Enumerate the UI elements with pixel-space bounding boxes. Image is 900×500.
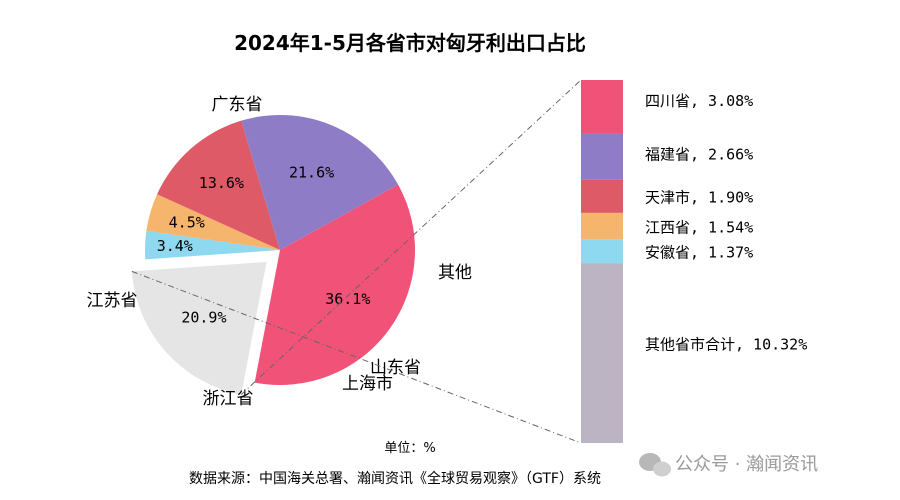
pie-chart: 36.1% 广东省 20.9% 其他 3.4% 山东省 4.5% 上海市 13.6% 浙江省 21.…: [87, 95, 473, 409]
connector-bottom: [131, 270, 582, 444]
chart-title: 2024年1-5月各省市对匈牙利出口占比: [234, 31, 586, 55]
wechat-icon: [639, 453, 671, 477]
bar-segment-1: [581, 133, 623, 180]
pie-bar-connectors: [131, 79, 582, 444]
pie-slice-1: [131, 261, 267, 395]
pie-slice-5: [241, 115, 399, 251]
pie-slice-3: [146, 194, 280, 250]
pie-slice-pct-4: 13.6%: [199, 174, 244, 192]
pie-slice-4: [157, 120, 280, 250]
watermark-text: 公众号 · 瀚闻资讯: [675, 454, 818, 475]
pie-slice-name-1: 其他: [438, 263, 472, 283]
pie-slice-name-4: 浙江省: [203, 389, 254, 409]
bar-segment-2: [581, 179, 623, 213]
bar-segment-label-0: 四川省, 3.08%: [645, 92, 753, 110]
bar-segment-label-2: 天津市, 1.90%: [645, 188, 753, 206]
bar-segment-label-5: 其他省市合计, 10.32%: [645, 335, 807, 353]
watermark: 公众号 · 瀚闻资讯: [639, 453, 818, 477]
pie-slice-pct-5: 21.6%: [289, 163, 334, 181]
bar-segment-label-3: 江西省, 1.54%: [645, 218, 753, 236]
pie-slice-pct-3: 4.5%: [169, 214, 205, 232]
pie-slice-pct-0: 36.1%: [325, 290, 370, 308]
unit-label: 单位：%: [384, 441, 435, 456]
pie-slice-2: [145, 230, 280, 260]
bar-segment-0: [581, 80, 623, 134]
pie-slice-pct-2: 3.4%: [157, 237, 193, 255]
pie-slice-pct-1: 20.9%: [181, 309, 226, 327]
pie-slice-name-5: 江苏省: [87, 291, 138, 311]
bar-segment-3: [581, 212, 623, 240]
bar-segment-label-1: 福建省, 2.66%: [645, 146, 753, 164]
bar-segment-5: [581, 263, 623, 443]
pie-slice-name-0: 广东省: [212, 95, 263, 115]
bar-segment-label-4: 安徽省, 1.37%: [645, 244, 753, 262]
pie-slice-0: [254, 184, 415, 385]
pie-slice-name-2: 山东省: [370, 358, 421, 378]
pie-slice-name-3: 上海市: [342, 374, 393, 394]
breakdown-bar: 四川省, 3.08% 福建省, 2.66% 天津市, 1.90% 江西省, 1.54%…: [581, 80, 807, 443]
source-note: 数据来源：中国海关总署、瀚闻资讯《全球贸易观察》（GTF）系统: [189, 470, 601, 487]
bar-segment-4: [581, 239, 623, 264]
